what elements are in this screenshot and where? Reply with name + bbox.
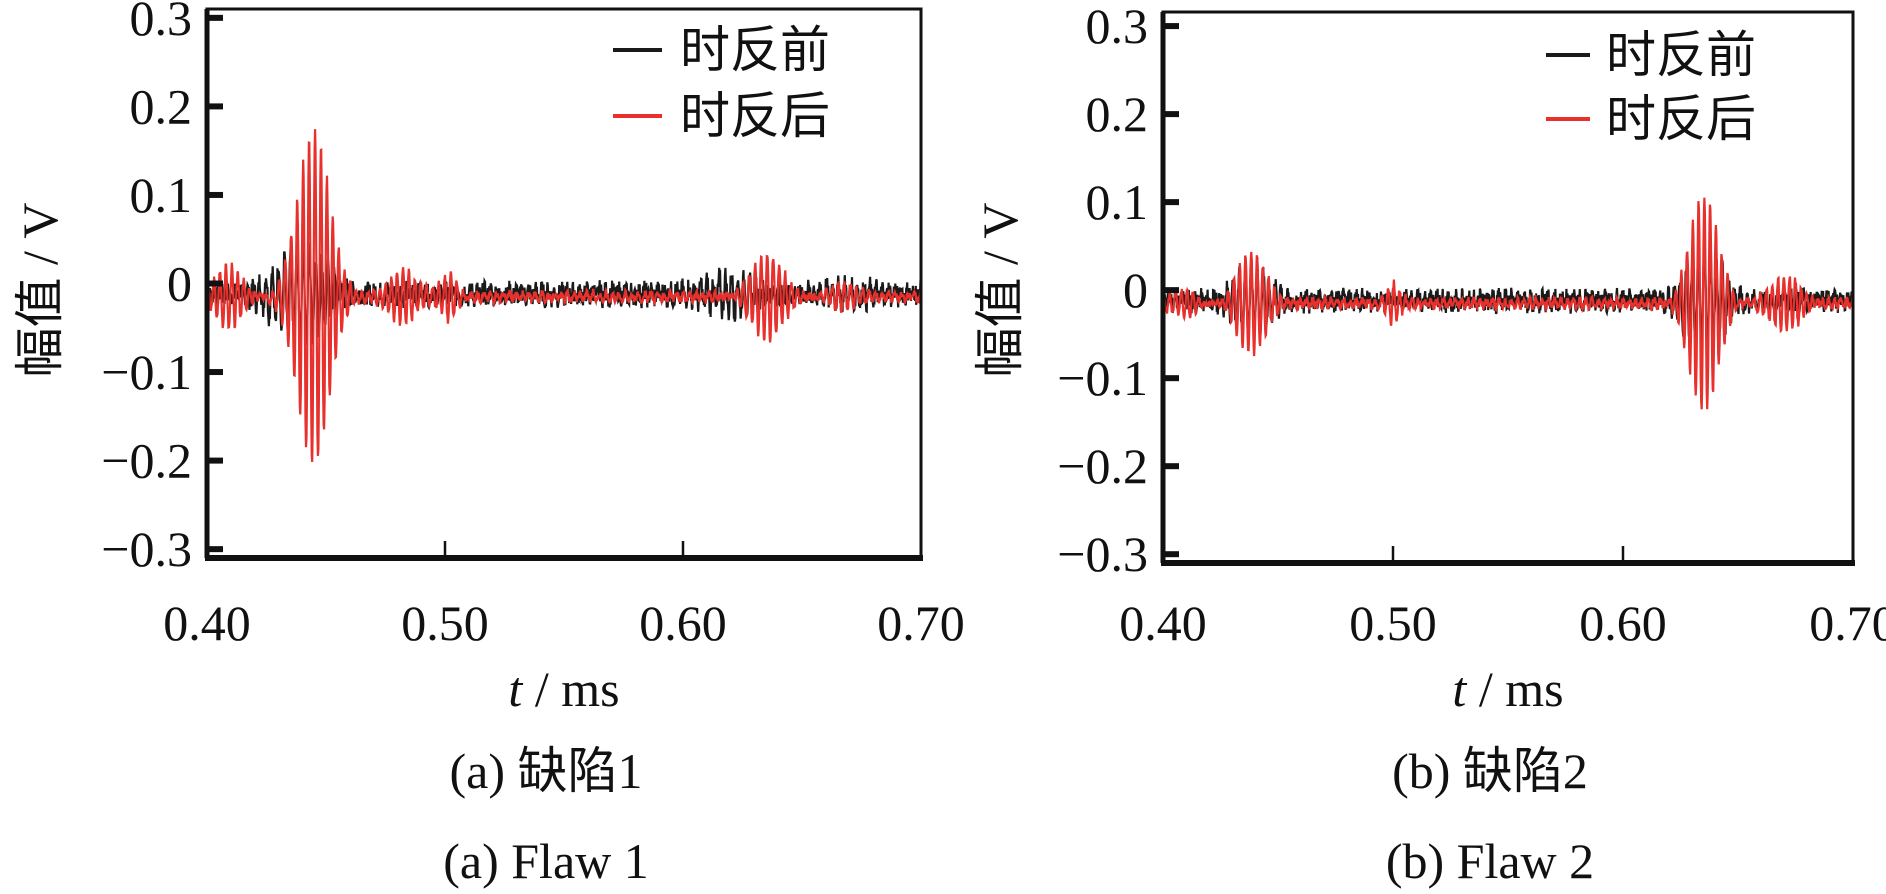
series-line-after: [207, 129, 921, 462]
y-tick-label: 0.2: [1086, 86, 1149, 142]
y-tick-label: −0.1: [101, 344, 192, 400]
y-tick-label: 0: [167, 256, 192, 312]
y-tick-label: −0.2: [1057, 438, 1148, 494]
legend-label: 时反后: [680, 88, 830, 144]
x-axis-label-var: t: [1452, 661, 1467, 717]
caption-zh: (b) 缺陷2: [1392, 743, 1588, 799]
caption-en: (a) Flaw 1: [443, 833, 649, 889]
x-tick-label: 0.40: [1119, 595, 1207, 651]
y-tick-label: −0.3: [101, 521, 192, 577]
legend-label: 时反前: [680, 22, 830, 78]
x-axis-label-unit: / ms: [1466, 661, 1563, 717]
y-tick-label: 0.1: [130, 167, 193, 223]
y-tick-label: 0.2: [130, 78, 193, 134]
x-tick-label: 0.40: [163, 595, 251, 651]
legend-label: 时反后: [1606, 91, 1756, 147]
x-tick-label: 0.50: [1349, 595, 1437, 651]
y-tick-label: −0.3: [1057, 526, 1148, 582]
y-tick-label: −0.2: [101, 433, 192, 489]
caption-zh: (a) 缺陷1: [450, 743, 643, 799]
x-tick-label: 0.60: [1579, 595, 1667, 651]
caption-en: (b) Flaw 2: [1386, 833, 1594, 889]
x-axis-label: t / ms: [508, 661, 619, 717]
x-tick-label: 0.60: [639, 595, 727, 651]
y-tick-label: 0.3: [130, 0, 193, 46]
x-axis-label-var: t: [508, 661, 523, 717]
y-axis-label: 幅值 / V: [972, 203, 1028, 378]
y-tick-label: 0.1: [1086, 174, 1149, 230]
y-axis-label: 幅值 / V: [12, 203, 68, 378]
y-tick-label: 0: [1123, 262, 1148, 318]
chart-panel-b: 0.3 0.2 0.1 0 −0.1 −0.2 −0.3 0.40 0.50 0.60 0.70 t …: [972, 0, 1886, 889]
legend-label: 时反前: [1606, 27, 1756, 83]
x-tick-label: 0.70: [1809, 595, 1886, 651]
x-tick-label: 0.70: [877, 595, 965, 651]
x-tick-label: 0.50: [401, 595, 489, 651]
x-axis-label-unit: / ms: [522, 661, 619, 717]
y-tick-label: 0.3: [1086, 0, 1149, 54]
x-axis-label: t / ms: [1452, 661, 1563, 717]
y-tick-label: −0.1: [1057, 350, 1148, 406]
chart-panel-a: 0.3 0.2 0.1 0 −0.1 −0.2 −0.3 0.40 0.50 0.60 0.70 t …: [12, 0, 965, 889]
series-line-after: [1163, 197, 1853, 410]
